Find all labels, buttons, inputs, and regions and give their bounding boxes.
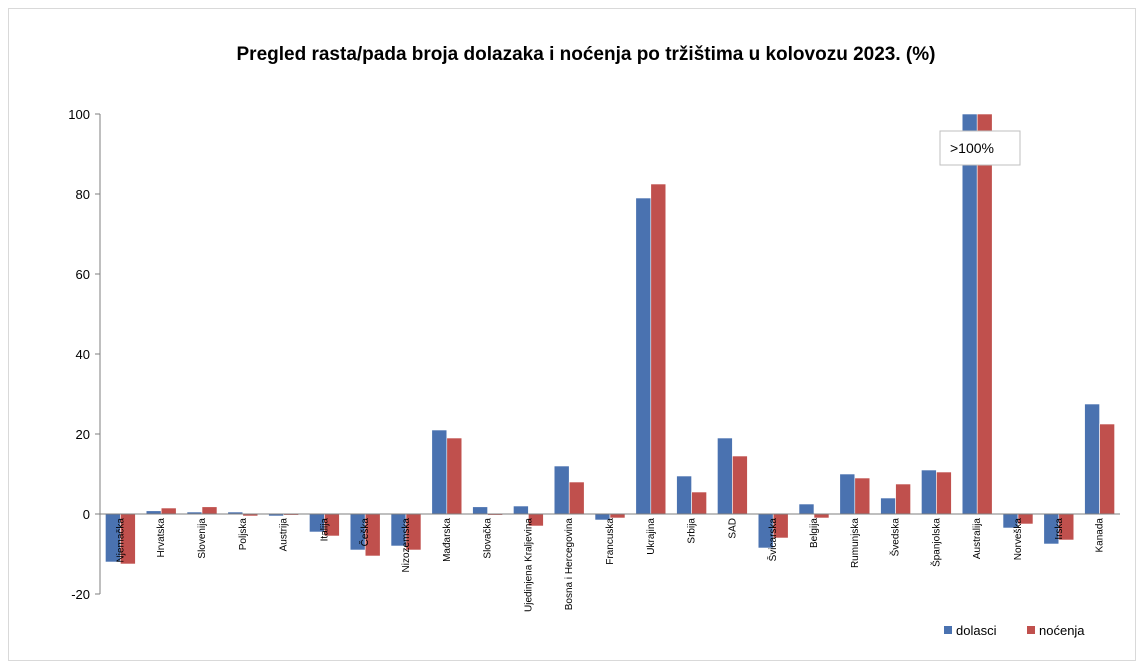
x-tick-label: Španjolska	[929, 518, 942, 567]
x-tick-label: Hrvatska	[156, 518, 167, 558]
bar-nocenja	[446, 437, 463, 515]
bar-dolasci	[961, 113, 978, 515]
legend-swatch	[944, 626, 952, 634]
x-tick-label: Nizozemska	[401, 518, 412, 573]
x-tick-label: Norveška	[1013, 518, 1024, 561]
x-tick-label: Francuska	[605, 518, 616, 565]
legend-swatch	[1027, 626, 1035, 634]
bar-nocenja	[568, 481, 585, 515]
x-tick-label: Irska	[1054, 518, 1065, 540]
x-tick-label: Mađarska	[442, 518, 453, 562]
bar-dolasci	[635, 197, 652, 515]
bar-nocenja	[976, 113, 993, 515]
x-tick-label: Slovačka	[483, 518, 494, 559]
y-tick-label: 40	[76, 347, 90, 362]
x-tick-label: Ukrajina	[646, 518, 657, 555]
bar-dolasci	[676, 475, 692, 515]
annotation-text: >100%	[950, 140, 994, 156]
legend: dolasci noćenja	[944, 623, 1085, 638]
bar-dolasci	[921, 469, 937, 515]
x-tick-label: Bosna i Hercegovina	[564, 518, 575, 611]
bar-nocenja	[936, 471, 952, 515]
y-axis: -20 0 20 40 60 80 100	[68, 107, 101, 602]
y-tick-label: 60	[76, 267, 90, 282]
bar-dolasci	[513, 505, 529, 515]
x-tick-label: Srbija	[687, 518, 698, 544]
bar-nocenja	[813, 513, 830, 519]
bar-nocenja	[854, 477, 871, 515]
x-tick-label: Italija	[319, 518, 330, 542]
x-tick-label: Poljska	[238, 518, 249, 551]
bar-nocenja	[732, 455, 748, 515]
bar-nocenja	[1099, 423, 1115, 515]
x-tick-label: Švedska	[889, 518, 902, 557]
annotation-callout: >100%	[939, 130, 1021, 166]
bar-nocenja	[201, 506, 218, 515]
x-tick-label: Slovenija	[197, 518, 208, 559]
x-tick-label: Njemačka	[115, 518, 126, 563]
x-tick-label: Australija	[972, 518, 983, 560]
bar-dolasci	[431, 429, 448, 515]
x-tick-label: Belgija	[809, 518, 820, 548]
x-tick-label: SAD	[727, 518, 738, 539]
bars	[100, 113, 1120, 565]
legend-label: noćenja	[1039, 623, 1085, 638]
x-tick-label: Austrija	[279, 518, 290, 552]
bar-nocenja	[895, 483, 911, 515]
x-tick-label: Rumunjska	[850, 518, 861, 568]
x-tick-label: Češka	[358, 518, 371, 547]
bar-nocenja	[691, 491, 707, 515]
x-tick-label: Švicarska	[766, 518, 779, 562]
x-axis-labels: Njemačka Hrvatska Slovenija Poljska Austrija…	[115, 518, 1105, 612]
y-tick-label: 100	[68, 107, 90, 122]
bar-dolasci	[839, 473, 856, 515]
y-tick-label: 20	[76, 427, 90, 442]
bar-dolasci	[472, 506, 488, 515]
annotation-box	[939, 130, 1021, 166]
y-tick-label: 80	[76, 187, 90, 202]
bar-dolasci	[880, 497, 896, 515]
x-tick-label: Ujedinjena Kraljevina	[523, 518, 534, 612]
bar-dolasci	[1084, 403, 1100, 515]
chart-title: Pregled rasta/pada broja dolazaka i noće…	[237, 44, 936, 65]
bar-dolasci	[553, 465, 570, 515]
bar-dolasci	[798, 503, 815, 515]
y-tick-label: 0	[83, 507, 90, 522]
legend-label: dolasci	[956, 623, 997, 638]
y-tick-label: -20	[71, 587, 90, 602]
bar-nocenja	[160, 507, 177, 515]
bar-dolasci	[717, 437, 733, 515]
chart-frame	[8, 8, 1136, 661]
x-tick-label: Kanada	[1095, 518, 1106, 553]
bar-nocenja	[650, 183, 667, 515]
bar-nocenja	[609, 513, 626, 519]
